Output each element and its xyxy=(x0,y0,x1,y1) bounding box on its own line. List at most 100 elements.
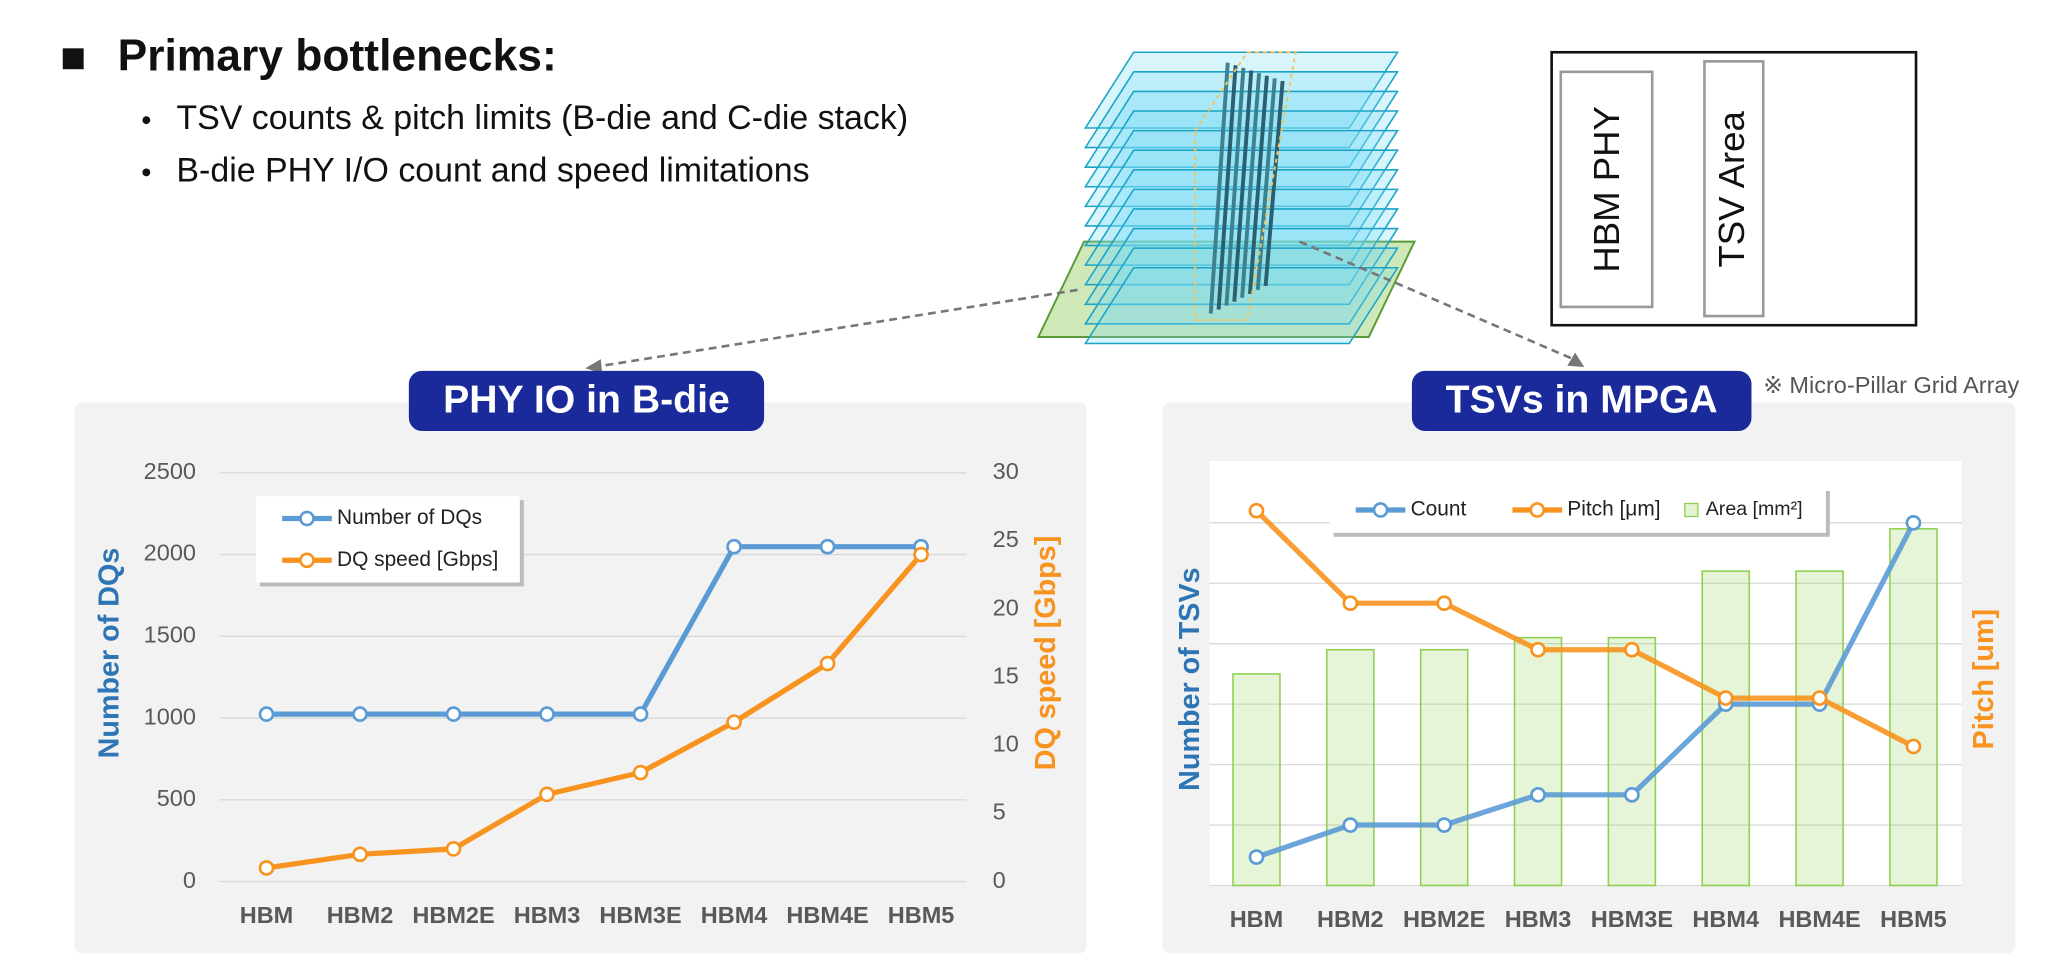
point xyxy=(352,846,368,863)
point xyxy=(913,546,929,563)
bar xyxy=(1795,570,1844,887)
tsv-pillar xyxy=(1263,80,1285,287)
point xyxy=(258,860,275,876)
core-die xyxy=(1083,266,1399,345)
y-tick-label: 1000 xyxy=(144,703,196,729)
heading: Primary bottlenecks: xyxy=(118,32,557,81)
bar xyxy=(1607,636,1657,887)
legend-marker xyxy=(299,510,315,527)
line xyxy=(266,544,922,717)
point xyxy=(1905,738,1922,755)
line xyxy=(1254,508,1915,749)
legend-marker xyxy=(1372,502,1389,518)
y2-tick-label: 25 xyxy=(993,526,1019,552)
point xyxy=(1342,595,1359,612)
point xyxy=(632,706,649,722)
arrow-head xyxy=(585,359,603,374)
point xyxy=(445,841,462,857)
point xyxy=(539,786,555,803)
chart-title: TSVs in MPGA xyxy=(1446,379,1718,422)
tsv-pillar xyxy=(1240,72,1262,298)
footnote: ※ Micro-Pillar Grid Array xyxy=(1763,372,2019,398)
point xyxy=(1811,690,1828,706)
legend-swatch xyxy=(1684,502,1699,518)
legend-label: Pitch [μm] xyxy=(1567,498,1660,521)
arrow xyxy=(1299,240,1577,362)
y-tick-label: 500 xyxy=(157,785,196,811)
y2-tick-label: 15 xyxy=(993,662,1019,688)
bar xyxy=(1701,570,1751,887)
tsv-pillar xyxy=(1208,62,1230,314)
y-tick-label: 2000 xyxy=(144,540,196,566)
legend-marker xyxy=(299,552,315,569)
floorplan-box xyxy=(1550,50,1918,327)
point xyxy=(352,706,368,722)
x-tick-label: HBM5 xyxy=(1880,906,1947,932)
legend-label: Number of DQs xyxy=(337,506,482,529)
x-tick-label: HBM3 xyxy=(1505,906,1572,932)
point xyxy=(1436,817,1453,833)
title-badge xyxy=(1411,370,1752,431)
y2-axis-title: Pitch [um] xyxy=(1968,609,2000,749)
point xyxy=(258,706,275,722)
y-tick-label: 1500 xyxy=(144,622,196,648)
point xyxy=(632,764,649,781)
heading-bullet xyxy=(62,48,84,70)
point xyxy=(1248,849,1265,865)
y-tick-label: 2500 xyxy=(144,458,196,484)
legend-marker xyxy=(1529,502,1546,518)
point xyxy=(539,706,555,722)
point xyxy=(445,706,462,722)
legend-label: Area [mm²] xyxy=(1706,498,1803,520)
tsv-pillar xyxy=(1216,65,1238,310)
tsv-pillar xyxy=(1247,75,1269,295)
point xyxy=(819,655,836,672)
x-tick-label: HBM3E xyxy=(599,902,681,928)
x-tick-label: HBM2E xyxy=(412,902,494,928)
x-tick-label: HBM4 xyxy=(701,902,768,928)
bullet-dot xyxy=(142,168,151,177)
bar xyxy=(1889,528,1938,887)
bullet-text: TSV counts & pitch limits (B-die and C-d… xyxy=(176,99,908,137)
x-tick-label: HBM5 xyxy=(888,902,955,928)
x-tick-label: HBM3 xyxy=(514,902,581,928)
point xyxy=(1342,817,1359,833)
tsv-pillar xyxy=(1224,67,1246,306)
block-label: HBM PHY xyxy=(1586,106,1627,273)
y2-tick-label: 5 xyxy=(993,799,1006,825)
point xyxy=(1436,595,1453,612)
point xyxy=(726,538,742,555)
x-tick-label: HBM xyxy=(240,902,294,928)
arrow xyxy=(594,288,1078,369)
x-tick-label: HBM2E xyxy=(1403,906,1485,932)
point xyxy=(726,714,742,730)
legend xyxy=(256,496,520,583)
tsv-block xyxy=(1703,60,1765,318)
x-tick-label: HBM2 xyxy=(327,902,394,928)
line xyxy=(1255,521,1916,860)
tsv-pillar xyxy=(1255,78,1277,291)
x-tick-label: HBM3E xyxy=(1591,906,1673,932)
y2-tick-label: 30 xyxy=(993,458,1019,484)
bar xyxy=(1326,648,1375,887)
x-tick-label: HBM4E xyxy=(1778,906,1860,932)
bullet-text: B-die PHY I/O count and speed limitation… xyxy=(176,151,809,189)
arrow-head xyxy=(1567,352,1585,367)
bullet-dot xyxy=(142,116,151,125)
chart-panel xyxy=(74,402,1087,954)
line xyxy=(266,552,924,871)
legend xyxy=(1329,487,1826,533)
y-tick-label: 0 xyxy=(183,867,196,893)
y2-tick-label: 20 xyxy=(993,594,1019,620)
y2-tick-label: 0 xyxy=(993,867,1006,893)
x-tick-label: HBM xyxy=(1230,906,1284,932)
title-badge xyxy=(408,370,765,431)
point xyxy=(1248,502,1265,519)
point xyxy=(1717,690,1734,706)
x-tick-label: HBM4 xyxy=(1692,906,1759,932)
y-axis-title: Number of DQs xyxy=(94,548,126,759)
x-tick-label: HBM2 xyxy=(1317,906,1384,932)
y2-axis-title: DQ speed [Gbps] xyxy=(1030,536,1062,771)
chart-title: PHY IO in B-die xyxy=(443,379,730,422)
point xyxy=(1530,641,1546,658)
